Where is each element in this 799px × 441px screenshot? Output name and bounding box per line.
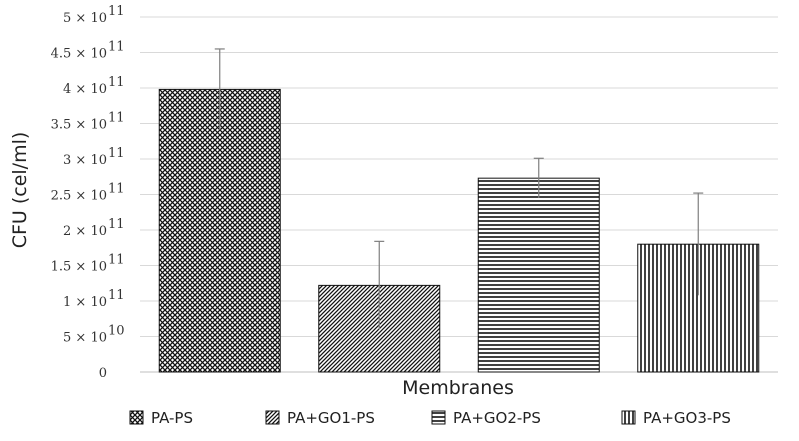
y-tick-exponent: 11 bbox=[108, 4, 125, 19]
y-tick-exponent: 11 bbox=[108, 182, 125, 197]
y-tick-exponent: 11 bbox=[108, 253, 125, 268]
y-tick-exponent: 11 bbox=[108, 111, 125, 126]
legend-label: PA-PS bbox=[151, 409, 193, 427]
y-tick-exponent: 11 bbox=[108, 40, 125, 55]
y-tick-exponent: 11 bbox=[108, 217, 125, 232]
legend-swatch bbox=[431, 410, 446, 425]
y-tick-label: 2 × 10 bbox=[63, 224, 107, 239]
legend-label: PA+GO1-PS bbox=[287, 409, 375, 427]
y-tick-exponent: 11 bbox=[108, 288, 125, 303]
legend-swatch bbox=[621, 410, 636, 425]
y-tick-label: 4.5 × 10 bbox=[51, 47, 107, 62]
bars bbox=[158, 88, 760, 373]
y-tick-exponent: 10 bbox=[108, 324, 125, 339]
y-tick-label: 5 × 10 bbox=[63, 331, 107, 346]
y-tick-exponent: 11 bbox=[108, 75, 125, 90]
y-tick-label: 1 × 10 bbox=[63, 295, 107, 310]
legend-swatch bbox=[265, 410, 280, 425]
y-tick-label: 1.5 × 10 bbox=[51, 260, 107, 275]
y-tick-label: 0 bbox=[99, 366, 107, 381]
y-tick-label: 2.5 × 10 bbox=[51, 189, 107, 204]
y-axis-title: CFU (cel/ml) bbox=[9, 132, 31, 249]
x-axis-title: Membranes bbox=[402, 377, 514, 399]
y-tick-label: 5 × 10 bbox=[63, 11, 107, 26]
legend-swatch bbox=[129, 410, 144, 425]
bar-pa-ps bbox=[158, 88, 281, 373]
legend-label: PA+GO3-PS bbox=[643, 409, 731, 427]
legend-label: PA+GO2-PS bbox=[453, 409, 541, 427]
y-tick-label: 3.5 × 10 bbox=[51, 118, 107, 133]
bar-pa-go2-ps bbox=[477, 177, 600, 373]
error-bars bbox=[214, 48, 704, 330]
y-tick-label: 4 × 10 bbox=[63, 82, 107, 97]
y-tick-labels: 05 × 10 101 × 10 111.5 × 10 112 × 10 112.5 ×… bbox=[51, 4, 125, 381]
y-tick-exponent: 11 bbox=[108, 146, 125, 161]
legend: PA-PS PA+GO1-PS PA+GO2-PS PA+GO3-PS bbox=[129, 409, 731, 427]
y-tick-label: 3 × 10 bbox=[63, 153, 107, 168]
